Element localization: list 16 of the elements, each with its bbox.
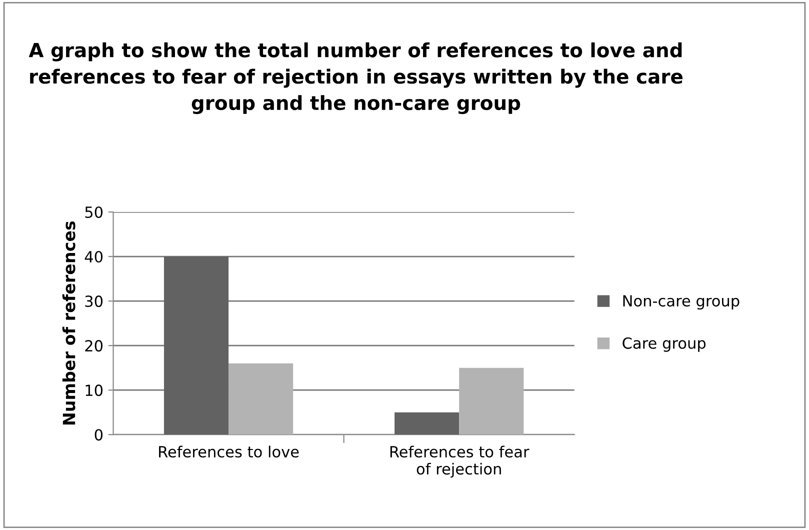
chart-title: A graph to show the total number of references to love and references to fear of rejection in essays written by the care group and the non-care group	[28, 42, 682, 114]
x-tick-label: References to love	[159, 446, 299, 458]
y-tick-label: 50	[85, 206, 103, 218]
bar	[228, 363, 294, 435]
y-tick-label: 20	[85, 340, 103, 352]
bar	[164, 256, 229, 435]
legend-label: Non-care group	[623, 295, 740, 310]
legend-label: Care group	[622, 337, 706, 352]
y-axis-title: Number of references	[62, 221, 76, 425]
y-tick-label: 30	[85, 296, 103, 308]
bar	[394, 412, 460, 435]
y-tick-label: 0	[94, 429, 103, 441]
y-tick-label: 40	[84, 250, 103, 263]
bar	[459, 368, 524, 435]
x-tick-label: References to fear of rejection	[390, 446, 530, 478]
y-tick-label: 10	[86, 384, 103, 396]
